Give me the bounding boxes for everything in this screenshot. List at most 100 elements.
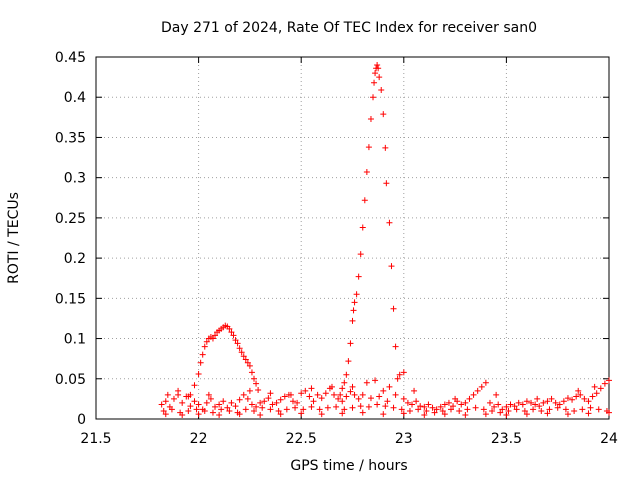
axis-ticks: 21.5 22 22.5 23 23.5 24 0 0.05 0.1 0.15 0.2 0.25 0.3… — [55, 50, 618, 447]
data-point-background — [376, 393, 383, 400]
data-point-arc-22.1h — [236, 345, 243, 352]
data-point-spike-22.9h — [343, 371, 350, 378]
data-point-background — [232, 403, 239, 410]
data-point-background — [207, 395, 214, 402]
data-point-arc-22.1h — [226, 325, 233, 332]
data-point-arc-22.1h — [197, 359, 204, 366]
data-point-background — [236, 411, 243, 418]
data-point-background — [351, 391, 358, 398]
data-point-arc-22.1h — [253, 380, 260, 387]
data-point-background — [341, 406, 348, 413]
data-point-background — [569, 396, 576, 403]
data-point-spike-22.9h — [382, 144, 389, 151]
data-point-background — [349, 383, 356, 390]
data-point-background — [400, 410, 407, 417]
data-point-background — [257, 411, 264, 418]
data-point-background — [404, 399, 411, 406]
data-point-background — [283, 406, 290, 413]
data-point-arc-22.1h — [230, 332, 237, 339]
data-point-arc-22.1h — [209, 335, 216, 342]
data-point-spike-22.9h — [337, 391, 344, 398]
data-point-background — [212, 403, 219, 410]
data-point-background — [552, 399, 559, 406]
data-point-background — [339, 398, 346, 405]
data-point-background — [585, 410, 592, 417]
data-point-background — [251, 407, 258, 414]
y-tick-label: 0.15 — [55, 291, 86, 307]
data-point-background — [505, 407, 512, 414]
data-point-background — [168, 406, 175, 413]
data-point-background — [308, 385, 315, 392]
data-point-background — [406, 407, 413, 414]
data-point-background — [359, 409, 366, 416]
data-point-background — [575, 387, 582, 394]
x-tick-label: 23 — [395, 431, 413, 447]
data-point-background — [209, 409, 216, 416]
data-point-background — [367, 395, 374, 402]
data-point-spike-22.9h — [361, 197, 368, 204]
data-point-background — [464, 406, 471, 413]
data-point-background — [482, 411, 489, 418]
data-point-background — [349, 404, 356, 411]
data-point-background — [521, 407, 528, 414]
data-point-spike-22.9h — [380, 111, 387, 118]
data-point-background — [441, 401, 448, 408]
data-point-background — [289, 398, 296, 405]
data-point-background — [277, 396, 284, 403]
data-point-background — [324, 404, 331, 411]
data-point-arc-22.1h — [240, 353, 247, 360]
data-point-background — [220, 398, 227, 405]
data-point-arc-22.1h — [201, 343, 208, 350]
data-point-arc-22.1h — [228, 329, 235, 336]
data-point-spike-22.9h — [359, 224, 366, 231]
data-point-background — [316, 406, 323, 413]
data-point-background — [195, 401, 202, 408]
data-point-background — [292, 404, 299, 411]
data-point-background — [499, 406, 506, 413]
data-point-background — [462, 411, 469, 418]
data-point-background — [482, 379, 489, 386]
data-point-background — [507, 401, 514, 408]
data-point-background — [597, 385, 604, 392]
data-point-spike-22.9h — [376, 74, 383, 81]
data-point-background — [474, 387, 481, 394]
data-point-background — [503, 403, 510, 410]
data-point-background — [456, 407, 463, 414]
plot-frame — [95, 56, 610, 420]
y-tick-label: 0.4 — [64, 90, 86, 106]
data-point-background — [265, 395, 272, 402]
data-point-arc-22.1h — [244, 359, 251, 366]
data-point-background — [347, 388, 354, 395]
data-point-background — [244, 395, 251, 402]
data-point-background — [409, 401, 416, 408]
data-point-background — [339, 410, 346, 417]
data-point-arc-22.1h — [203, 338, 210, 345]
data-point-spike-22.9h — [357, 251, 364, 258]
x-tick-label: 22.5 — [286, 431, 317, 447]
data-point-background — [218, 406, 225, 413]
data-point-arc-22.1h — [187, 391, 194, 398]
data-point-arc-22.1h — [238, 349, 245, 356]
data-point-background — [437, 403, 444, 410]
gridlines — [96, 57, 609, 419]
data-point-arc-22.1h — [199, 351, 206, 358]
data-point-spike-22.9h — [378, 86, 385, 93]
y-tick-label: 0.45 — [55, 50, 86, 66]
data-point-background — [269, 401, 276, 408]
data-point-background — [359, 391, 366, 398]
data-point-background — [528, 399, 535, 406]
data-point-background — [472, 404, 479, 411]
data-point-arc-22.1h — [232, 337, 239, 344]
data-point-spike-22.9h — [339, 385, 346, 392]
data-point-background — [224, 404, 231, 411]
data-points — [158, 62, 612, 418]
data-point-background — [458, 401, 465, 408]
data-point-spike-22.9h — [363, 169, 370, 176]
data-point-background — [318, 411, 325, 418]
x-tick-label: 24 — [600, 431, 618, 447]
data-point-arc-22.1h — [195, 370, 202, 377]
data-point-spike-22.9h — [350, 307, 357, 314]
data-point-background — [450, 403, 457, 410]
data-point-background — [445, 399, 452, 406]
data-point-background — [560, 398, 567, 405]
